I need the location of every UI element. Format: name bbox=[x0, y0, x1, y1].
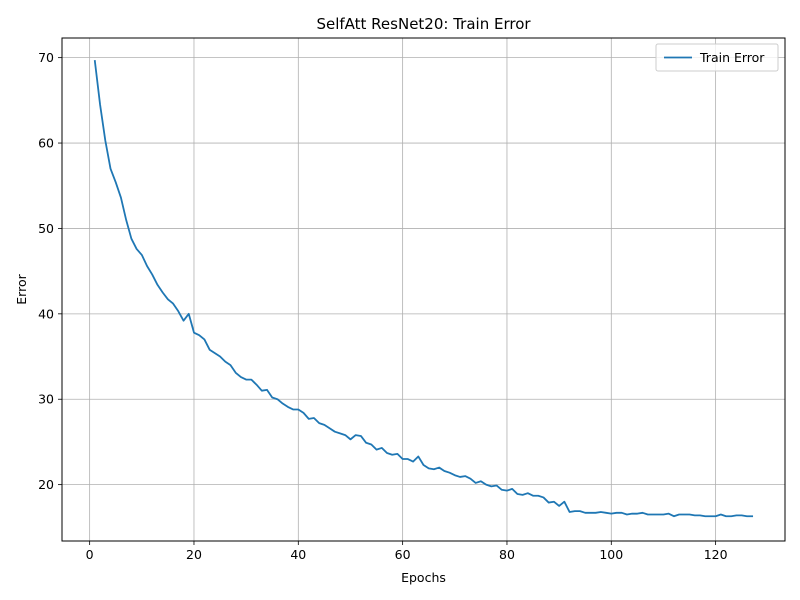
y-tick-label: 40 bbox=[38, 306, 54, 321]
legend: Train Error bbox=[655, 43, 779, 72]
legend-label-train-error: Train Error bbox=[699, 50, 765, 65]
plot-area-frame bbox=[61, 37, 786, 542]
y-tick-label: 70 bbox=[38, 50, 54, 65]
y-tick-label: 60 bbox=[38, 136, 54, 151]
x-tick-label: 0 bbox=[86, 547, 94, 562]
y-tick-label: 20 bbox=[38, 477, 54, 492]
x-tick-label: 120 bbox=[704, 547, 728, 562]
legend-box bbox=[655, 43, 779, 72]
y-tick-label: 30 bbox=[38, 392, 54, 407]
y-axis-label: Error bbox=[14, 273, 29, 304]
x-tick-label: 40 bbox=[290, 547, 306, 562]
chart-title: SelfAtt ResNet20: Train Error bbox=[316, 15, 531, 33]
x-axis-ticks: 0 20 40 60 80 100 120 bbox=[86, 541, 728, 562]
x-axis-label: Epochs bbox=[401, 570, 446, 585]
series-line-train-error bbox=[93, 60, 754, 518]
x-tick-label: 60 bbox=[395, 547, 411, 562]
series-layer bbox=[93, 60, 754, 518]
x-tick-label: 100 bbox=[599, 547, 623, 562]
x-tick-label: 20 bbox=[186, 547, 202, 562]
y-tick-label: 50 bbox=[38, 221, 54, 236]
y-axis-ticks: 20 30 40 50 60 70 bbox=[38, 50, 62, 492]
x-tick-label: 80 bbox=[499, 547, 515, 562]
